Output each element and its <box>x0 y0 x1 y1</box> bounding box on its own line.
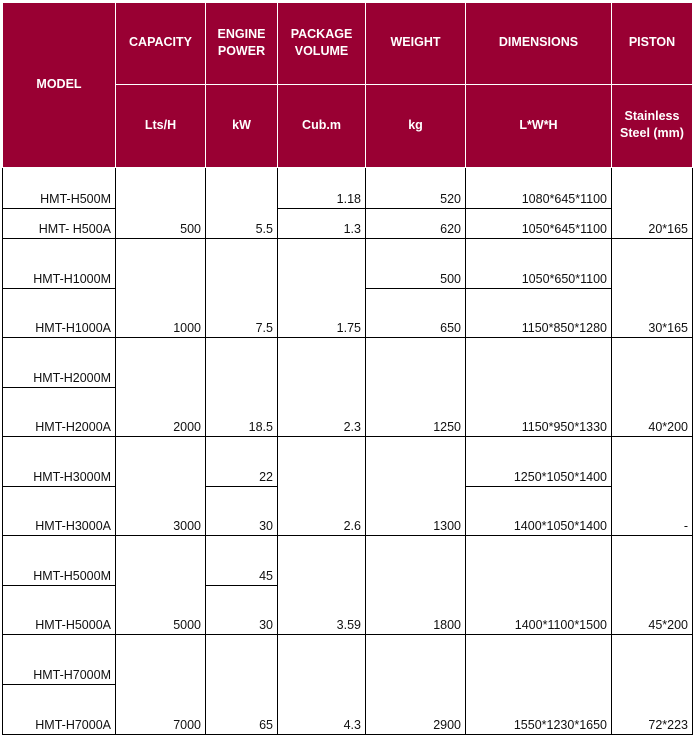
model-cell: HMT- H500A <box>2 208 116 239</box>
engine-power-cell: 65 <box>205 634 278 735</box>
capacity-cell: 1000 <box>115 238 206 338</box>
dimensions-cell: 1550*1230*1650 <box>465 634 612 735</box>
header-weight-unit: kg <box>365 84 466 168</box>
header-package-volume: PACKAGE VOLUME <box>277 2 366 85</box>
table-row: HMT-H5000A 30 <box>2 585 693 635</box>
weight-cell: 520 <box>365 167 466 209</box>
piston-cell: 72*223 <box>611 634 693 735</box>
weight-cell: 650 <box>365 288 466 338</box>
piston-cell: 20*165 <box>611 167 693 239</box>
model-cell: HMT-H3000A <box>2 486 116 536</box>
header-capacity: CAPACITY <box>115 2 206 85</box>
model-cell: HMT-H500M <box>2 167 116 209</box>
header-dimensions-unit: L*W*H <box>465 84 612 168</box>
header-engine-power-unit: kW <box>205 84 278 168</box>
model-cell: HMT-H2000M <box>2 337 116 388</box>
model-cell: HMT-H1000A <box>2 288 116 338</box>
table-row: HMT-H5000M 5000 45 3.59 1800 1400*1100*1500 45… <box>2 535 693 635</box>
dimensions-cell: 1150*950*1330 <box>465 337 612 437</box>
header-dimensions: DIMENSIONS <box>465 2 612 85</box>
package-volume-cell: 3.59 <box>277 535 366 635</box>
weight-cell: 500 <box>365 238 466 289</box>
header-weight: WEIGHT <box>365 2 466 85</box>
weight-cell: 2900 <box>365 634 466 735</box>
engine-power-cell: 7.5 <box>205 238 278 338</box>
capacity-cell: 2000 <box>115 337 206 437</box>
package-volume-cell: 1.18 <box>277 167 366 209</box>
piston-cell: 30*165 <box>611 238 693 338</box>
table-row: HMT-H3000M 3000 22 2.6 1300 1250*1050*1400- <box>2 436 693 536</box>
table-row: HMT-H2000M 2000 18.5 2.3 1250 1150*950*1330 40… <box>2 337 693 437</box>
model-cell: HMT-H7000M <box>2 634 116 685</box>
package-volume-cell: 1.75 <box>277 238 366 338</box>
dimensions-cell: 1080*645*1100 <box>465 167 612 209</box>
table-row: HMT-H1000A 650 1150*850*1280 <box>2 288 693 338</box>
weight-cell: 620 <box>365 208 466 239</box>
dimensions-cell: 1150*850*1280 <box>465 288 612 338</box>
dimensions-cell: 1400*1100*1500 <box>465 535 612 635</box>
dimensions-cell: 1400*1050*1400 <box>465 486 612 536</box>
package-volume-cell: 2.6 <box>277 436 366 536</box>
model-cell: HMT-H1000M <box>2 238 116 289</box>
engine-power-cell: 5.5 <box>205 167 278 239</box>
engine-power-cell: 30 <box>205 486 278 536</box>
table-row: HMT- H500A 1.3 620 1050*645*1100 <box>2 208 693 239</box>
engine-power-cell: 18.5 <box>205 337 278 437</box>
model-cell: HMT-H5000A <box>2 585 116 635</box>
piston-cell: - <box>611 436 693 536</box>
header-piston: PISTON <box>611 2 693 85</box>
piston-cell: 40*200 <box>611 337 693 437</box>
engine-power-cell: 45 <box>205 535 278 586</box>
header-piston-unit: Stainless Steel (mm) <box>611 84 693 168</box>
weight-cell: 1250 <box>365 337 466 437</box>
table-row: HMT-H1000M 1000 7.5 1.75 500 1050*650*1100 30*… <box>2 238 693 338</box>
dimensions-cell: 1050*645*1100 <box>465 208 612 239</box>
table-row: HMT-H7000A <box>2 684 693 735</box>
model-cell: HMT-H3000M <box>2 436 116 487</box>
dimensions-cell: 1050*650*1100 <box>465 238 612 289</box>
table-row: HMT-H500M 500 5.5 1.18 520 1080*645*1100 20*16… <box>2 167 693 239</box>
capacity-cell: 3000 <box>115 436 206 536</box>
package-volume-cell: 4.3 <box>277 634 366 735</box>
header-capacity-unit: Lts/H <box>115 84 206 168</box>
capacity-cell: 5000 <box>115 535 206 635</box>
package-volume-cell: 1.3 <box>277 208 366 239</box>
model-cell: HMT-H2000A <box>2 387 116 437</box>
table-row: HMT-H7000M 7000 65 4.3 2900 1550*1230*1650 72*… <box>2 634 693 735</box>
capacity-cell: 500 <box>115 167 206 239</box>
header-engine-power: ENGINE POWER <box>205 2 278 85</box>
model-cell: HMT-H5000M <box>2 535 116 586</box>
header-package-volume-unit: Cub.m <box>277 84 366 168</box>
engine-power-cell: 30 <box>205 585 278 635</box>
header-model: MODEL <box>2 2 116 168</box>
dimensions-cell: 1250*1050*1400 <box>465 436 612 487</box>
engine-power-cell: 22 <box>205 436 278 487</box>
package-volume-cell: 2.3 <box>277 337 366 437</box>
table-row: HMT-H3000A 30 1400*1050*1400 <box>2 486 693 536</box>
table-row: HMT-H2000A <box>2 387 693 437</box>
weight-cell: 1800 <box>365 535 466 635</box>
model-cell: HMT-H7000A <box>2 684 116 735</box>
piston-cell: 45*200 <box>611 535 693 635</box>
capacity-cell: 7000 <box>115 634 206 735</box>
weight-cell: 1300 <box>365 436 466 536</box>
